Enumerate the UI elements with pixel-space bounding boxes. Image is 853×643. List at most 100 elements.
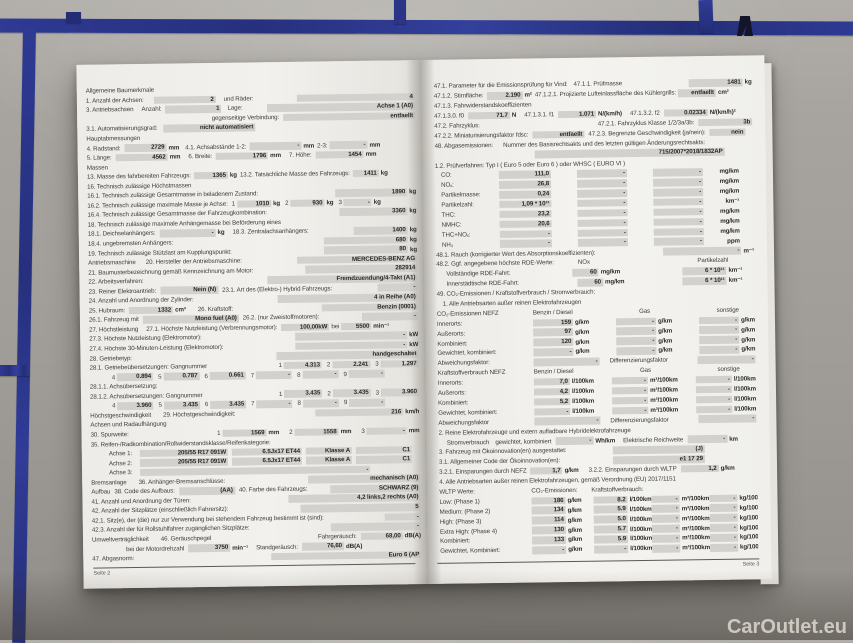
form-field: 680 [324,236,408,245]
masking-tape-vertical-top-mid [394,0,406,24]
spacer [309,231,354,232]
unit-label: kg [409,188,416,195]
form-label: 18.4. ungebremsten Anhängers: [88,240,173,248]
form-field: - [159,229,215,237]
spacer [582,539,594,540]
unit-label: m³/100km [682,544,710,551]
spacer [191,499,289,500]
form-label: 7. Höhe: [289,152,312,159]
form-label: 6. Breite: [188,153,212,160]
form-label: und Räder: [224,95,254,102]
spacer [739,201,753,202]
unit-label: dB(A) [405,532,421,539]
form-label: Gas [640,367,651,374]
form-label: 22. Arbeitsverfahren: [88,278,143,286]
unit-label: g/km [567,497,581,504]
form-label: 28.1.1. Achsübersetzung: [90,383,158,391]
unit-label: l/100km [630,535,652,542]
form-field: entfaellt [532,130,584,138]
form-field: 1.297 [381,360,419,368]
spacer [728,260,754,261]
unit-label: g/km [658,327,672,334]
form-field: 5500 [341,322,371,330]
form-label: Aufbau [91,489,110,496]
form-label: 18.1. Deichselanhängers: [88,230,156,238]
unit-label: km⁻¹ [729,277,743,284]
page-right-seite-3: 47.1. Parameter für die Emissionsprüfung… [420,55,771,584]
spacer [615,440,623,441]
form-label: Massen [87,164,108,171]
form-field: - [577,169,627,177]
unit-label: km/h [405,408,419,415]
form-label: 27.4. Höchste 30-Minuten-Leistung (Elekt… [89,344,223,353]
form-field: - [385,513,421,521]
form-field: - [295,331,407,340]
spacer [127,482,139,483]
spacer [628,232,654,233]
spacer [573,371,639,372]
spacer [510,273,572,274]
form-field: 60 [577,278,603,286]
form-field: - [256,400,292,408]
spacer [560,460,613,461]
spacer [202,337,296,338]
unit-label: l/100km [572,388,594,395]
form-field: - [652,544,680,552]
unit-label: g/km [568,546,582,553]
form-label: Extra High: (Phase 4) [440,527,532,535]
form-field: - [303,399,339,407]
form-label: 30. Spurweite: [90,431,128,439]
form-label: 3. Antriebsachsen [86,106,134,114]
form-label: WLTP Werte: [439,487,531,495]
unit-label: g/km [741,336,755,343]
form-label: Benzin / Diesel [534,368,574,376]
form-label: Abweichungsfaktor: [438,359,534,367]
form-field: 3750 [188,544,230,552]
form-label: Differenzierungsfaktor [610,416,668,424]
spacer [143,280,267,282]
form-field: 100,00kW [281,323,329,331]
spacer [136,262,146,263]
form-label: Innerorts: [438,379,534,387]
form-field: - [533,348,573,356]
form-label: sonstige [717,366,739,373]
unit-label: m³/100km [650,406,678,413]
spacer [740,369,756,370]
spacer [211,537,318,538]
form-field: - [663,247,741,256]
form-field: - [612,406,648,414]
form-field: - [367,427,407,435]
masking-tape-horizontal [0,19,853,36]
spacer [551,193,577,194]
unit-label: mg/km [720,217,740,224]
unit-label: l/100km [572,398,594,405]
spacer [134,109,142,110]
form-label: 3.2.1. Einsparungen durch NEFZ [439,468,527,476]
form-label: NOx [578,259,590,266]
unit-label: g/km [575,338,589,345]
form-field: - [377,284,417,292]
form-field: Nein (N) [160,286,218,294]
unit-label: cm³ [175,306,186,313]
form-field: (J) [613,445,705,454]
unit-label: min⁻¹ [232,544,248,551]
form-label: 41. Anzahl und Anordnung der Türen: [91,497,190,505]
form-field: - [698,355,756,363]
form-field: - [362,312,418,320]
spacer [624,281,682,282]
unit-label: kg [410,227,417,234]
form-label: CO: [441,171,499,179]
form-label: 3. Fahrzeug mit Ökoinnovation(en) ausges… [439,447,567,456]
form-field: 8.2 [593,496,627,504]
form-field: - [555,437,593,445]
spacer [207,366,278,367]
form-label: 48. Abgasemissionen: [434,142,493,150]
form-label: 27. Höchstleistung [89,326,138,334]
form-label: Vollständige RDE-Fahrt: [446,270,510,278]
form-field: - [612,397,648,405]
spacer [249,527,330,528]
form-label: 16. Technisch zulässige Höchstmassen [87,182,191,190]
form-field: 2.190 [486,92,522,100]
spacer [554,262,578,263]
unit-label: mm [270,152,281,159]
